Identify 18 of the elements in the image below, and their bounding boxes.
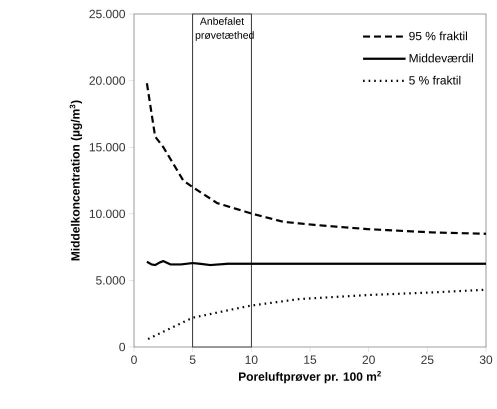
legend-label: Middeværdil	[410, 54, 473, 62]
x-axis-title: Poreluftprøver pr. 100 m$^{2}$	[239, 370, 381, 384]
y-tick-label: 0	[119, 342, 126, 352]
y-tick-label: 25.000	[90, 10, 126, 18]
x-tick-label: 10	[246, 356, 258, 364]
x-tick-label: 5	[190, 356, 196, 364]
legend-label: 95 % fraktil	[409, 32, 467, 40]
y-axis-title: Middelkoncentration (µg/m$^{3}$)	[70, 100, 82, 260]
x-tick-label: 15	[304, 356, 316, 364]
x-tick-label: 0	[131, 356, 137, 364]
y-tick-label: 10.000	[90, 210, 126, 218]
x-tick-label: 20	[362, 356, 375, 364]
y-tick-label: 15.000	[90, 142, 126, 152]
legend-label: 5 % fraktil	[409, 76, 460, 85]
x-tick-label: 25	[421, 356, 434, 364]
x-tick-label: 30	[480, 356, 492, 364]
y-tick-label: 20.000	[90, 76, 126, 85]
y-tick-label: 5.000	[96, 276, 126, 285]
